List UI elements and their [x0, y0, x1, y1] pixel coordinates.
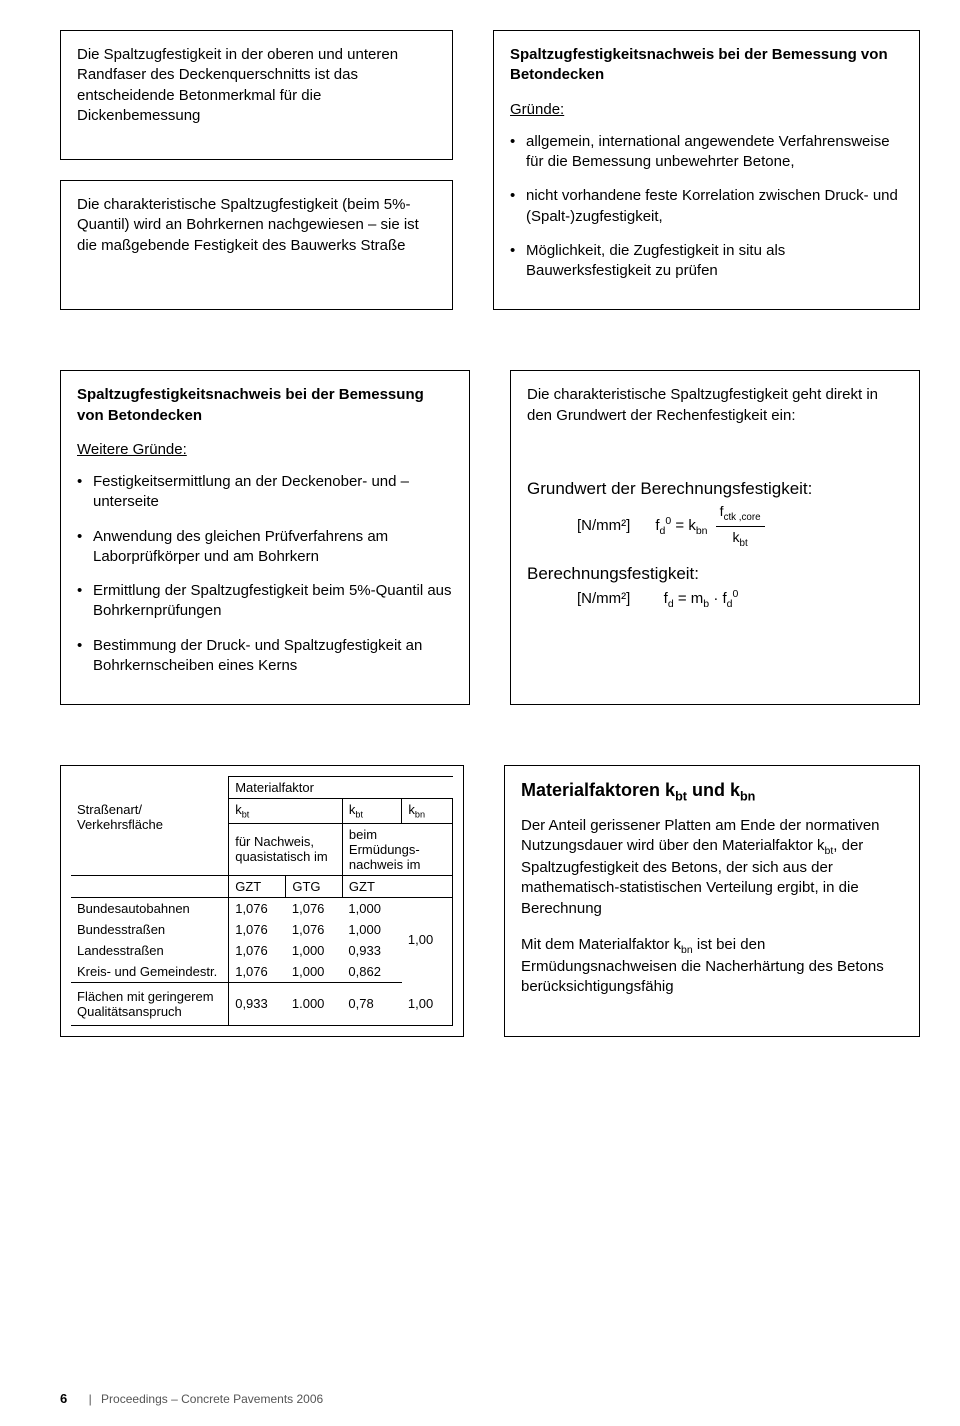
mb: mb: [691, 590, 709, 607]
list-item: Festigkeitsermittlung an der Deckenober-…: [77, 472, 453, 513]
th-kbt2: kbt: [342, 799, 402, 824]
mf-p2: Mit dem Materialfaktor kbn ist bei den E…: [521, 935, 903, 998]
list-item: Ermittlung der Spaltzugfestigkeit beim 5…: [77, 581, 453, 622]
table-row: Flächen mit geringerem Qualitätsanspruch…: [71, 982, 453, 1025]
footer-text: Proceedings – Concrete Pavements 2006: [101, 1392, 323, 1406]
gruende-list: allgemein, international angewendete Ver…: [510, 132, 903, 282]
mf-p1: Der Anteil gerissener Platten am Ende de…: [521, 816, 903, 919]
box-materialfaktoren-text: Materialfaktoren kbt und kbn Der Anteil …: [504, 765, 920, 1037]
row-3: Materialfaktor Straßenart/ Verkehrsfläch…: [60, 765, 920, 1037]
th-mat: Materialfaktor: [229, 777, 453, 799]
page-number: 6: [60, 1391, 67, 1406]
formula-grundwert: Grundwert der Berechnungsfestigkeit: [N/…: [527, 476, 903, 551]
footer-sep: |: [89, 1392, 92, 1406]
table-row: Bundesstraßen 1,076 1,076 1,000: [71, 919, 453, 940]
list-item: Bestimmung der Druck- und Spaltzugfestig…: [77, 636, 453, 677]
box-table: Materialfaktor Straßenart/ Verkehrsfläch…: [60, 765, 464, 1037]
unit2: [N/mm²]: [577, 590, 630, 607]
table-row: Bundesautobahnen 1,076 1,076 1,000 1,00: [71, 897, 453, 919]
wg-title: Spaltzugfestigkeitsnachweis bei der Beme…: [77, 385, 453, 426]
gruende-label: Gründe:: [510, 100, 903, 120]
intro-text: Die Spaltzugfestigkeit in der oberen und…: [77, 45, 436, 126]
h1: Grundwert der Berechnungsfestigkeit:: [527, 479, 812, 498]
fraction: fctk ,core kbt: [716, 501, 765, 551]
h2: Berechnungsfestigkeit:: [527, 564, 699, 583]
f1: fd0: [655, 517, 671, 534]
th-strasse: Straßenart/ Verkehrsfläche: [71, 799, 229, 876]
fd: fd: [664, 590, 674, 607]
row-1: Die Spaltzugfestigkeit in der oberen und…: [60, 30, 920, 310]
th-kbn: kbn: [402, 799, 453, 824]
list-item: nicht vorhandene feste Korrelation zwisc…: [510, 186, 903, 227]
fd0: fd0: [722, 590, 738, 607]
row-2: Spaltzugfestigkeitsnachweis bei der Beme…: [60, 370, 920, 705]
box-weitere-gruende: Spaltzugfestigkeitsnachweis bei der Beme…: [60, 370, 470, 705]
box-spaltzug-intro: Die Spaltzugfestigkeit in der oberen und…: [60, 30, 453, 160]
list-item: Möglichkeit, die Zugfestigkeit in situ a…: [510, 241, 903, 282]
char-text: Die charakteristische Spaltzugfestigkeit…: [77, 195, 436, 256]
box-formeln: Die charakteristische Spaltzugfestigkeit…: [510, 370, 920, 705]
materialfaktor-table: Materialfaktor Straßenart/ Verkehrsfläch…: [71, 776, 453, 1026]
wg-sub: Weitere Gründe:: [77, 440, 453, 460]
formula-berechnung: Berechnungsfestigkeit: [N/mm²] fd = mb ·…: [527, 561, 903, 612]
gruende-title: Spaltzugfestigkeitsnachweis bei der Beme…: [510, 45, 903, 86]
unit1: [N/mm²]: [577, 517, 630, 534]
th-nachweis: für Nachweis, quasistatisch im: [229, 823, 343, 875]
table-row: Kreis- und Gemeindestr. 1,076 1,000 0,86…: [71, 961, 453, 983]
list-item: Anwendung des gleichen Prüfverfahrens am…: [77, 527, 453, 568]
th-kbt-group: kbt: [229, 799, 343, 824]
formel-intro: Die charakteristische Spaltzugfestigkeit…: [527, 385, 903, 426]
box-gruende: Spaltzugfestigkeitsnachweis bei der Beme…: [493, 30, 920, 310]
mf-heading: Materialfaktoren kbt und kbn: [521, 780, 903, 804]
list-item: allgemein, international angewendete Ver…: [510, 132, 903, 173]
box-charakteristische: Die charakteristische Spaltzugfestigkeit…: [60, 180, 453, 310]
wg-list: Festigkeitsermittlung an der Deckenober-…: [77, 472, 453, 676]
kbn: kbn: [688, 517, 707, 534]
table-row: Landesstraßen 1,076 1,000 0,933: [71, 940, 453, 961]
page-footer: 6 | Proceedings – Concrete Pavements 200…: [60, 1391, 323, 1406]
th-erm: beim Ermüdungs- nachweis im: [342, 823, 452, 875]
